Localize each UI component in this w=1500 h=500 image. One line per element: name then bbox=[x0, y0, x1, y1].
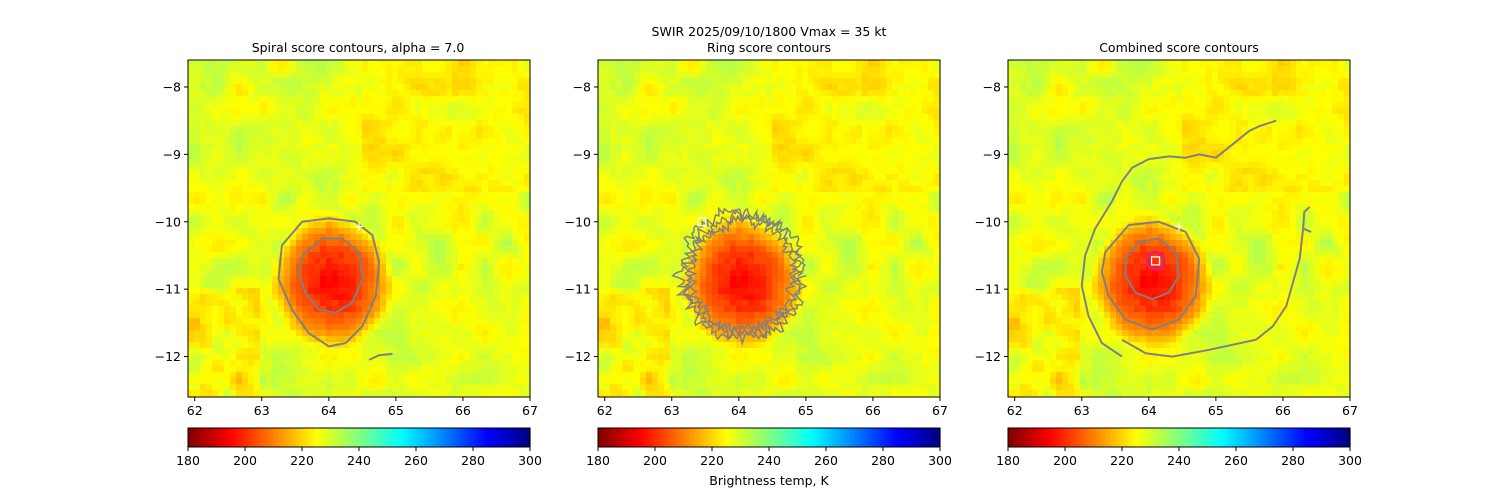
colorbar-tick-label: 260 bbox=[1224, 453, 1248, 468]
x-tick-label: 66 bbox=[455, 403, 471, 418]
colorbar-tick-label: 220 bbox=[290, 453, 314, 468]
x-tick-label: 64 bbox=[731, 403, 747, 418]
colorbar-tick-label: 300 bbox=[928, 453, 952, 468]
y-tick-label: −9 bbox=[983, 147, 1001, 162]
x-tick-label: 67 bbox=[932, 403, 948, 418]
contour-line-2 bbox=[368, 352, 393, 361]
axes-frame bbox=[597, 59, 941, 398]
panel-combined-title: Combined score contours bbox=[1099, 40, 1259, 55]
x-tick-label: 65 bbox=[388, 403, 404, 418]
colorbar-tick-label: 200 bbox=[643, 453, 667, 468]
x-tick-label: 65 bbox=[1208, 403, 1224, 418]
x-tick-label: 62 bbox=[597, 403, 613, 418]
x-tick-label: 63 bbox=[664, 403, 680, 418]
y-tick-label: −9 bbox=[573, 147, 591, 162]
x-tick-label: 66 bbox=[865, 403, 881, 418]
brightness-temp-image bbox=[188, 60, 530, 397]
figure-suptitle: SWIR 2025/09/10/1800 Vmax = 35 kt bbox=[652, 24, 887, 39]
colorbar-label: Brightness temp, K bbox=[709, 473, 829, 488]
y-tick-label: −11 bbox=[155, 282, 181, 297]
y-tick-label: −8 bbox=[163, 79, 181, 94]
colorbar-tick-label: 240 bbox=[757, 453, 781, 468]
axes-frame bbox=[1007, 59, 1351, 398]
panel-combined: Combined score contours 62 63 64 65 66 67 −8 −9… bbox=[975, 40, 1358, 418]
x-tick-label: 65 bbox=[798, 403, 814, 418]
x-tick-label: 63 bbox=[1074, 403, 1090, 418]
y-tick-label: −8 bbox=[983, 79, 1001, 94]
colorbar-tick-label: 200 bbox=[233, 453, 257, 468]
ring-contour-2 bbox=[687, 214, 798, 335]
colorbar-tick-label: 280 bbox=[1281, 453, 1305, 468]
contour-line-1 bbox=[1121, 338, 1257, 358]
x-tick-label: 67 bbox=[1342, 403, 1358, 418]
colorbar-tick-label: 200 bbox=[1053, 453, 1077, 468]
colorbar-tick-label: 180 bbox=[176, 453, 200, 468]
colorbar-spiral: 180 200 220 240 260 280 300 bbox=[176, 427, 542, 468]
colorbar-tick-label: 260 bbox=[814, 453, 838, 468]
axes-frame bbox=[187, 59, 531, 398]
panel-ring: Ring score contours 62 63 64 65 66 67 −8 −9 −10 −… bbox=[565, 40, 948, 418]
colorbar-tick-label: 300 bbox=[1338, 453, 1362, 468]
score-contours bbox=[1080, 119, 1312, 358]
center-square-marker bbox=[1150, 256, 1161, 266]
y-tick-label: −8 bbox=[573, 79, 591, 94]
colorbar-tick-label: 220 bbox=[700, 453, 724, 468]
colorbar-tick-label: 300 bbox=[518, 453, 542, 468]
panel-ring-title: Ring score contours bbox=[707, 40, 831, 55]
y-tick-label: −12 bbox=[975, 349, 1001, 364]
center-square-marker bbox=[697, 217, 707, 227]
ring-contour-1 bbox=[681, 208, 804, 347]
colorbar-tick-label: 280 bbox=[461, 453, 485, 468]
x-tick-label: 62 bbox=[187, 403, 203, 418]
panel-spiral-title: Spiral score contours, alpha = 7.0 bbox=[252, 40, 465, 55]
contour-line-4 bbox=[1124, 237, 1180, 301]
colorbar-tick-label: 180 bbox=[586, 453, 610, 468]
x-tick-label: 64 bbox=[321, 403, 337, 418]
panel-spiral: Spiral score contours, alpha = 7.0 62 63 6… bbox=[155, 40, 538, 418]
x-tick-label: 62 bbox=[1007, 403, 1023, 418]
x-tick-label: 67 bbox=[522, 403, 538, 418]
colorbar-tick-label: 220 bbox=[1110, 453, 1134, 468]
brightness-temp-image bbox=[598, 60, 940, 397]
y-tick-label: −12 bbox=[155, 349, 181, 364]
contour-line-2 bbox=[1255, 206, 1311, 341]
colorbar-combined: 180 200 220 240 260 280 300 bbox=[996, 427, 1362, 468]
colorbar-ring: 180 200 220 240 260 280 300 bbox=[586, 427, 952, 468]
y-tick-label: −11 bbox=[975, 282, 1001, 297]
y-tick-label: −9 bbox=[163, 147, 181, 162]
y-tick-label: −10 bbox=[565, 214, 591, 229]
y-tick-label: −10 bbox=[155, 214, 181, 229]
score-contours bbox=[277, 217, 393, 361]
center-plus-marker bbox=[355, 222, 363, 231]
x-tick-label: 66 bbox=[1275, 403, 1291, 418]
y-tick-label: −10 bbox=[975, 214, 1001, 229]
contour-line-1 bbox=[297, 237, 364, 314]
colorbar-tick-label: 240 bbox=[347, 453, 371, 468]
colorbar-tick-label: 180 bbox=[996, 453, 1020, 468]
y-tick-label: −11 bbox=[565, 282, 591, 297]
colorbar-tick-label: 240 bbox=[1167, 453, 1191, 468]
contour-line-0 bbox=[277, 217, 381, 348]
score-contours bbox=[671, 206, 808, 347]
colorbar-tick-label: 280 bbox=[871, 453, 895, 468]
ring-contour-0 bbox=[671, 206, 808, 341]
contour-line-0 bbox=[1080, 119, 1277, 358]
contour-line-3 bbox=[1302, 227, 1312, 233]
center-plus-marker bbox=[1175, 222, 1183, 231]
x-tick-label: 63 bbox=[254, 403, 270, 418]
colorbar-tick-label: 260 bbox=[404, 453, 428, 468]
x-tick-label: 64 bbox=[1141, 403, 1157, 418]
center-ring-marker bbox=[1145, 250, 1166, 271]
contour-line-5 bbox=[1100, 220, 1201, 331]
y-tick-label: −12 bbox=[565, 349, 591, 364]
